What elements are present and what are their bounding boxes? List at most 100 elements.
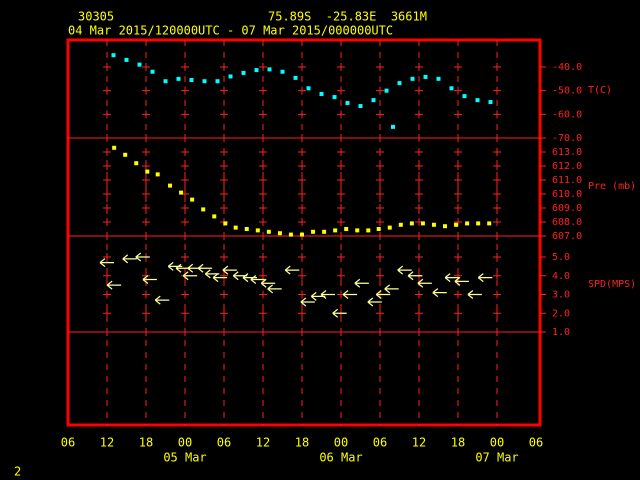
wind-arrow bbox=[417, 278, 432, 288]
grid-cross bbox=[337, 176, 345, 184]
grid-cross bbox=[103, 176, 111, 184]
point bbox=[150, 69, 155, 74]
grid-cross bbox=[415, 290, 423, 299]
grid-cross bbox=[259, 218, 267, 226]
station: 30305 bbox=[78, 10, 114, 24]
grid-cross bbox=[454, 328, 462, 336]
y-tick-label: 607.0 bbox=[552, 231, 582, 242]
grid-cross bbox=[181, 63, 189, 71]
x-tick-label: 06 bbox=[61, 436, 75, 450]
grid-cross bbox=[142, 190, 150, 198]
grid-cross bbox=[220, 134, 228, 142]
y-tick-label: 610.0 bbox=[552, 189, 582, 200]
grid-cross bbox=[493, 218, 501, 226]
x-date-label: 07 Mar bbox=[475, 451, 518, 465]
grid-cross bbox=[415, 309, 423, 318]
point bbox=[333, 228, 338, 233]
grid-cross bbox=[376, 162, 384, 170]
point bbox=[288, 232, 293, 237]
grid-cross bbox=[220, 290, 228, 299]
grid-cross bbox=[103, 86, 111, 95]
grid-cross bbox=[220, 190, 228, 198]
point bbox=[202, 79, 207, 84]
grid-cross bbox=[103, 253, 111, 261]
grid-cross bbox=[493, 63, 501, 71]
grid-cross bbox=[298, 218, 306, 226]
point bbox=[267, 67, 272, 72]
grid-cross bbox=[103, 110, 111, 119]
grid-cross bbox=[493, 110, 501, 119]
grid-cross bbox=[493, 328, 501, 336]
point bbox=[462, 94, 467, 99]
grid-cross bbox=[415, 63, 423, 71]
y-tick-label: 2.0 bbox=[552, 308, 570, 319]
wind-arrow bbox=[354, 278, 369, 288]
grid-cross bbox=[142, 271, 150, 280]
grid-cross bbox=[181, 290, 189, 299]
grid-cross bbox=[142, 218, 150, 226]
x-tick-label: 00 bbox=[178, 436, 192, 450]
point bbox=[436, 76, 441, 81]
point bbox=[233, 225, 238, 230]
x-tick-label: 06 bbox=[529, 436, 543, 450]
location: 75.89S -25.83E 3661M bbox=[268, 10, 427, 24]
y-tick-label: 612.0 bbox=[552, 161, 582, 172]
grid-cross bbox=[181, 232, 189, 240]
grid-cross bbox=[454, 232, 462, 240]
x-tick-label: 00 bbox=[334, 436, 348, 450]
grid-cross bbox=[259, 176, 267, 184]
grid-cross bbox=[259, 271, 267, 280]
point bbox=[241, 70, 246, 75]
point bbox=[201, 207, 206, 212]
grid-cross bbox=[259, 190, 267, 198]
wind-arrow bbox=[320, 290, 335, 299]
grid-cross bbox=[259, 328, 267, 336]
point bbox=[454, 222, 459, 227]
grid-cross bbox=[298, 63, 306, 71]
y-tick-label: 611.0 bbox=[552, 175, 582, 186]
point bbox=[137, 62, 142, 67]
grid-cross bbox=[454, 204, 462, 212]
grid-cross bbox=[493, 204, 501, 212]
grid-cross bbox=[259, 162, 267, 170]
point bbox=[311, 229, 316, 234]
x-tick-label: 18 bbox=[295, 436, 309, 450]
grid-cross bbox=[493, 176, 501, 184]
grid-cross bbox=[220, 162, 228, 170]
point bbox=[124, 57, 129, 62]
grid-cross bbox=[103, 190, 111, 198]
grid-cross bbox=[259, 148, 267, 156]
point bbox=[355, 228, 360, 233]
wind-arrow bbox=[467, 290, 482, 299]
grid-cross bbox=[103, 148, 111, 156]
grid-cross bbox=[142, 86, 150, 95]
grid-cross bbox=[454, 290, 462, 299]
grid-cross bbox=[493, 309, 501, 318]
point bbox=[254, 68, 259, 73]
x-tick-label: 12 bbox=[412, 436, 426, 450]
grid-cross bbox=[376, 134, 384, 142]
grid-cross bbox=[337, 190, 345, 198]
grid-cross bbox=[103, 328, 111, 336]
point bbox=[376, 227, 381, 231]
point bbox=[344, 227, 349, 231]
point bbox=[475, 98, 480, 103]
point bbox=[266, 229, 271, 234]
period: 04 Mar 2015/120000UTC - 07 Mar 2015/0000… bbox=[68, 24, 393, 38]
grid-cross bbox=[337, 110, 345, 119]
point bbox=[280, 69, 285, 74]
x-tick-label: 00 bbox=[490, 436, 504, 450]
grid-cross bbox=[220, 253, 228, 261]
wind-arrow bbox=[397, 265, 412, 275]
wind-arrow bbox=[250, 275, 265, 284]
point bbox=[293, 75, 298, 80]
grid-cross bbox=[298, 134, 306, 142]
x-tick-label: 06 bbox=[373, 436, 387, 450]
grid-cross bbox=[337, 253, 345, 261]
grid-cross bbox=[415, 190, 423, 198]
grid-cross bbox=[454, 190, 462, 198]
point bbox=[443, 224, 447, 229]
point bbox=[332, 95, 337, 100]
grid-cross bbox=[376, 110, 384, 119]
grid-cross bbox=[454, 162, 462, 170]
